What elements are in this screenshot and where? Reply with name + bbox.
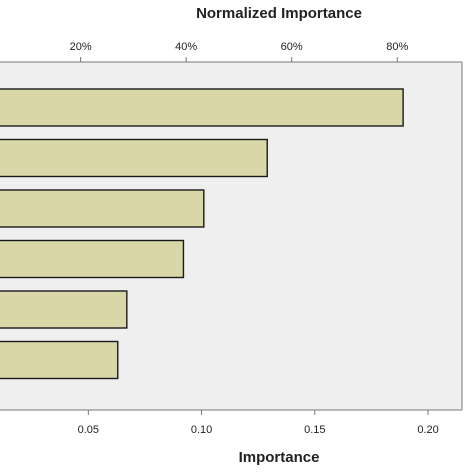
- bar-5: [0, 290, 128, 329]
- bottom-tick-label-3: 0.15: [304, 424, 325, 436]
- bar-3: [0, 189, 205, 228]
- bar-6: [0, 340, 119, 380]
- bottom-tick-label-2: 0.10: [191, 424, 212, 436]
- bottom-tick-label-1: 0.05: [78, 424, 99, 436]
- top-tick-label-3: 60%: [281, 41, 303, 53]
- bar-1: [0, 88, 404, 127]
- top-tick-label-2: 40%: [175, 41, 197, 53]
- top-tick-label-4: 80%: [386, 41, 408, 53]
- bottom-axis-title: Importance: [239, 449, 320, 466]
- top-tick-label-1: 20%: [70, 41, 92, 53]
- top-axis-title: Normalized Importance: [196, 5, 362, 22]
- bar-4: [0, 239, 185, 279]
- bottom-tick-label-4: 0.20: [417, 424, 438, 436]
- plot-layer: 20% 40% 60% 80% 0.05 0.10 0.15 0.20: [0, 41, 463, 436]
- bar-2: [0, 138, 268, 178]
